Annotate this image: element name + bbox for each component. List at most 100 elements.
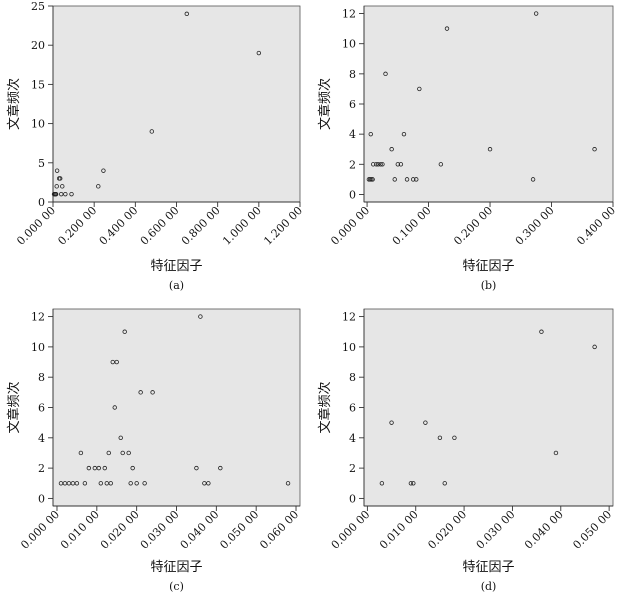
data-point <box>487 147 493 152</box>
x-tick-label: 1.000 00 <box>220 204 264 248</box>
y-tick-label: 15 <box>31 78 45 91</box>
data-point <box>374 162 379 167</box>
y-tick-label: 25 <box>31 0 45 13</box>
y-tick-label: 0 <box>38 196 45 209</box>
x-tick-label: 0.000 00 <box>328 204 372 248</box>
data-point <box>128 481 133 486</box>
y-tick-label: 12 <box>342 311 356 324</box>
data-point <box>60 184 65 189</box>
x-tick-label: 0.060 00 <box>257 508 301 552</box>
data-point <box>383 71 388 77</box>
data-point <box>198 314 203 319</box>
data-point <box>370 177 375 182</box>
data-point <box>69 191 74 197</box>
x-tick-label: 0.000 00 <box>14 204 58 248</box>
y-tick-label: 6 <box>38 402 45 415</box>
data-point <box>118 435 123 441</box>
x-tick-label: 0.400 00 <box>97 204 141 248</box>
x-tick-label: 0.600 00 <box>138 204 182 248</box>
data-point <box>102 465 107 471</box>
x-tick-label: 0.000 00 <box>18 508 62 552</box>
x-tick-label: 0.010 00 <box>58 508 102 552</box>
data-point <box>63 191 68 197</box>
data-point <box>395 162 401 167</box>
data-point <box>530 177 536 182</box>
data-point <box>114 359 119 365</box>
data-point <box>122 329 127 334</box>
panel-caption: (c) <box>169 580 184 593</box>
data-point <box>592 344 597 350</box>
x-axis-label: 特征因子 <box>462 560 514 575</box>
y-tick-label: 20 <box>31 39 45 52</box>
data-point <box>126 450 131 456</box>
x-tick-label: 0.010 00 <box>377 508 421 552</box>
data-point <box>120 450 125 456</box>
x-tick-label: 0.400 00 <box>574 204 618 248</box>
data-point <box>101 168 106 173</box>
x-tick-label: 0.040 00 <box>178 508 222 552</box>
data-point <box>142 481 147 486</box>
data-point <box>78 450 84 456</box>
x-axis-label: 特征因子 <box>462 259 514 274</box>
data-point <box>150 390 155 395</box>
data-point <box>379 481 385 486</box>
data-point <box>442 481 447 486</box>
data-point <box>539 329 544 334</box>
data-point <box>206 481 211 486</box>
x-tick-label: 0.800 00 <box>179 204 223 248</box>
y-tick-label: 12 <box>31 311 45 324</box>
data-point <box>438 162 444 167</box>
plot-area <box>52 5 301 203</box>
y-tick-label: 5 <box>38 157 45 170</box>
chart-panel: 0 2 4 6 8 10 12 0.000 000.010 000.020 000.030 0… <box>6 308 301 593</box>
data-point <box>58 176 63 181</box>
data-point <box>96 465 102 471</box>
y-tick-label: 0 <box>38 492 45 505</box>
panel-caption: (b) <box>481 279 497 292</box>
data-point <box>218 465 223 471</box>
data-point <box>389 147 394 152</box>
y-tick-label: 12 <box>342 8 356 21</box>
data-point <box>112 405 117 410</box>
y-tick-label: 4 <box>349 128 356 141</box>
panel-caption: (a) <box>169 279 184 292</box>
data-point <box>149 129 154 134</box>
data-point <box>414 177 419 182</box>
data-point <box>256 50 262 56</box>
chart-panel: 0 5 10 15 20 25 0.000 000.200 000.400 000.600 … <box>6 0 305 292</box>
data-point <box>96 184 101 189</box>
plot-area <box>52 308 301 507</box>
data-point <box>408 481 414 486</box>
data-point <box>553 450 559 456</box>
x-tick-label: 0.050 00 <box>570 508 614 552</box>
x-tick-label: 0.100 00 <box>390 204 434 248</box>
data-point <box>452 435 457 441</box>
data-point <box>130 465 135 471</box>
x-tick-label: 0.030 00 <box>138 508 182 552</box>
y-tick-label: 2 <box>38 462 45 475</box>
y-tick-label: 6 <box>349 402 356 415</box>
plot-area <box>363 308 614 507</box>
data-point <box>74 481 80 486</box>
data-point <box>59 191 64 197</box>
x-axis-label: 特征因子 <box>150 259 202 274</box>
y-tick-label: 8 <box>349 371 356 384</box>
x-tick-label: 0.300 00 <box>513 204 557 248</box>
x-tick-label: 0.050 00 <box>217 508 261 552</box>
data-point <box>533 11 539 16</box>
plot-area <box>363 5 614 203</box>
data-point <box>398 162 404 167</box>
x-axis-label: 特征因子 <box>150 560 202 575</box>
y-tick-label: 2 <box>349 462 356 475</box>
data-point <box>389 420 394 425</box>
x-tick-label: 0.200 00 <box>451 204 495 248</box>
data-point <box>392 177 397 182</box>
y-axis-label: 文章频次 <box>6 78 22 130</box>
data-point <box>375 162 381 167</box>
y-tick-label: 0 <box>349 492 356 505</box>
y-tick-label: 10 <box>31 341 45 354</box>
data-point <box>86 465 92 471</box>
data-point <box>194 465 199 471</box>
